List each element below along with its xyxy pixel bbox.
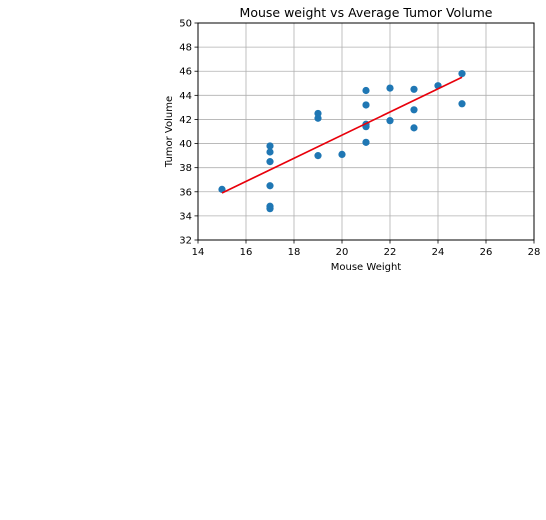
- data-point: [362, 86, 370, 95]
- regression-line-group: [221, 76, 463, 194]
- data-point: [458, 100, 466, 108]
- y-tick-label: 48: [179, 43, 192, 54]
- data-point: [386, 84, 394, 92]
- x-tick-label: 24: [432, 247, 445, 258]
- x-tick-label: 20: [336, 247, 349, 258]
- y-axis-label: Tumor Volume: [164, 96, 175, 168]
- x-tick-label: 18: [288, 247, 301, 258]
- y-tick-label: 42: [179, 115, 192, 126]
- data-point: [338, 150, 346, 159]
- y-tick-label: 50: [179, 19, 192, 30]
- plot-area-frame: [197, 22, 535, 241]
- data-point: [410, 85, 418, 93]
- data-point: [362, 138, 370, 146]
- y-tick-label: 40: [179, 139, 192, 150]
- x-tick-label: 16: [240, 247, 253, 258]
- axis-ticks: 14 16 18 20 22 24 26 28 32 34 36 38 40 42 44 46 48 50: [179, 19, 540, 259]
- y-tick-label: 32: [179, 236, 192, 247]
- data-point: [266, 142, 274, 150]
- grid-lines: [197, 22, 535, 241]
- x-tick-label: 14: [192, 247, 205, 258]
- y-tick-label: 36: [179, 187, 192, 198]
- chart-title: Mouse weight vs Average Tumor Volume: [240, 5, 493, 20]
- data-point: [266, 205, 274, 213]
- data-point: [314, 152, 322, 160]
- y-tick-label: 44: [179, 91, 192, 102]
- regression-line: [221, 76, 463, 194]
- x-tick-label: 28: [528, 247, 541, 258]
- x-tick-label: 26: [480, 247, 493, 258]
- data-points: [218, 70, 466, 213]
- y-tick-label: 46: [179, 67, 192, 78]
- data-point: [410, 124, 418, 132]
- x-tick-label: 22: [384, 247, 397, 258]
- data-point: [386, 117, 394, 125]
- data-point: [314, 114, 322, 122]
- x-axis-label: Mouse Weight: [331, 262, 402, 273]
- data-point: [362, 101, 370, 109]
- data-point: [266, 158, 274, 166]
- data-point: [458, 70, 466, 78]
- data-point: [410, 106, 418, 114]
- data-point: [266, 182, 274, 190]
- y-tick-label: 38: [179, 163, 192, 174]
- y-tick-label: 34: [179, 211, 192, 222]
- data-point: [218, 185, 226, 193]
- data-point: [266, 148, 274, 156]
